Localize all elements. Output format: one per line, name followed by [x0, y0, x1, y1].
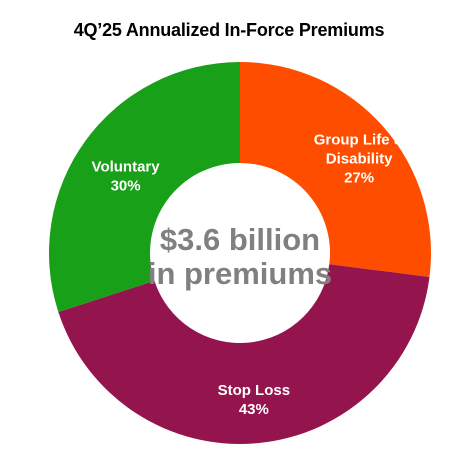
slice-value-label: 27%: [344, 170, 374, 187]
donut-slices: [48, 62, 431, 444]
slice-label: Group Life & Disability 27%: [314, 132, 405, 187]
slice-name-label: Stop Loss: [218, 382, 291, 399]
slice-labels: Group Life & Disability 27% Stop Loss 43% Vol…: [92, 132, 405, 418]
slice-name-label: Group Life &: [314, 132, 405, 149]
slice-voluntary: [48, 62, 241, 313]
slice-name-label: Disability: [326, 151, 393, 168]
slice-stop-loss: [58, 264, 430, 444]
slice-value-label: 43%: [239, 401, 269, 418]
chart-title: 4Q’25 Annualized In-Force Premiums: [73, 20, 385, 40]
slice-group-life-disability: [240, 62, 431, 277]
slice-label: Stop Loss 43%: [218, 382, 291, 418]
slice-label: Voluntary 30%: [92, 158, 161, 194]
center-label-line-2: in premiums: [148, 256, 332, 291]
center-label-line-1: $3.6 billion: [160, 222, 320, 257]
slice-value-label: 30%: [111, 177, 141, 194]
slice-name-label: Voluntary: [92, 158, 161, 175]
